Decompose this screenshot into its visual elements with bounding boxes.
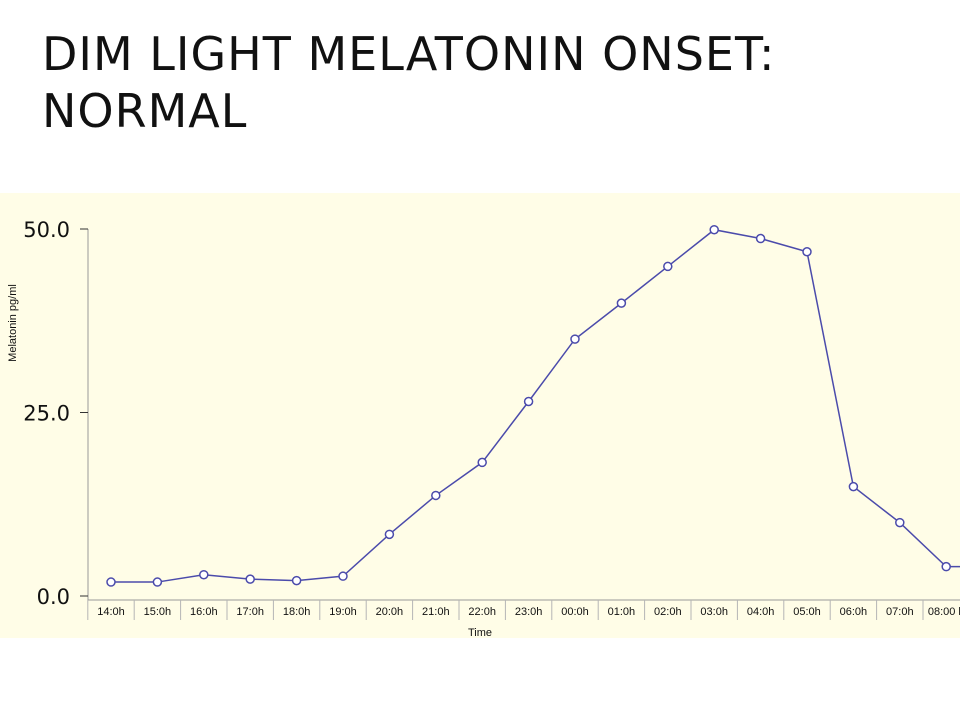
data-point xyxy=(152,577,163,587)
x-ticks: 14:0h 15:0h 16:0h 17:0h 18:0h 19:0h 20:0h 21:0h… xyxy=(87,600,960,620)
x-axis-title: Time xyxy=(468,627,492,638)
data-point xyxy=(895,517,905,528)
x-tick-label: 06:0h xyxy=(840,606,868,618)
x-tick-label: 16:0h xyxy=(190,606,218,618)
x-tick-label: 02:0h xyxy=(654,606,682,618)
data-point xyxy=(106,577,116,587)
x-tick-label: 03:0h xyxy=(700,606,728,618)
x-axis-group: 14:0h 15:0h 16:0h 17:0h 18:0h 19:0h 20:0h 21:0h… xyxy=(87,599,960,620)
data-point xyxy=(616,298,627,308)
x-tick-label: 23:0h xyxy=(515,606,543,618)
data-point xyxy=(245,574,255,584)
slide-title: DIM LIGHT MELATONIN ONSET: NORMAL xyxy=(42,27,776,138)
data-point xyxy=(570,334,580,344)
y-axis-group: 0.0 25.0 50.0 xyxy=(23,218,89,609)
x-tick-label: 14:0h xyxy=(97,606,125,618)
data-point xyxy=(663,261,673,272)
x-tick-label: 07:0h xyxy=(886,606,914,618)
y-tick-label: 0.0 xyxy=(37,585,70,609)
series-line xyxy=(111,228,960,583)
x-tick-label: 18:0h xyxy=(283,606,311,618)
x-tick-label: 15:0h xyxy=(144,606,172,618)
y-axis-title: Melatonin pg/ml xyxy=(7,284,19,362)
x-tick-label: 22:0h xyxy=(468,606,496,618)
series-group xyxy=(106,224,960,587)
data-point xyxy=(709,224,719,235)
x-tick-label: 20:0h xyxy=(376,606,404,618)
melatonin-line-chart: 0.0 25.0 50.0 14:0h 15:0h 16:0h 17:0h 18:0h 19:… xyxy=(7,218,960,638)
x-tick-label: 19:0h xyxy=(329,606,357,618)
x-tick-label: 08:00 h xyxy=(928,606,960,618)
x-tick-label: 01:0h xyxy=(608,606,636,618)
data-point xyxy=(384,529,395,540)
data-point xyxy=(802,247,812,257)
y-tick-label: 25.0 xyxy=(23,402,70,426)
x-tick-label: 21:0h xyxy=(422,606,450,618)
data-point xyxy=(941,561,951,572)
x-tick-label: 04:0h xyxy=(747,606,775,618)
y-ticks: 0.0 25.0 50.0 xyxy=(23,218,88,609)
data-point xyxy=(755,233,766,244)
data-point xyxy=(523,396,534,407)
data-point xyxy=(338,571,348,581)
data-point xyxy=(848,481,859,492)
x-tick-label: 05:0h xyxy=(793,606,821,618)
data-point xyxy=(431,490,441,501)
x-tick-label: 00:0h xyxy=(561,606,589,618)
chart-panel: 0.0 25.0 50.0 14:0h 15:0h 16:0h 17:0h 18:0h 19:… xyxy=(0,193,960,638)
data-point xyxy=(291,575,302,586)
data-point xyxy=(199,569,209,580)
y-tick-label: 50.0 xyxy=(23,218,70,242)
data-point xyxy=(477,457,487,468)
x-tick-label: 17:0h xyxy=(236,606,264,618)
